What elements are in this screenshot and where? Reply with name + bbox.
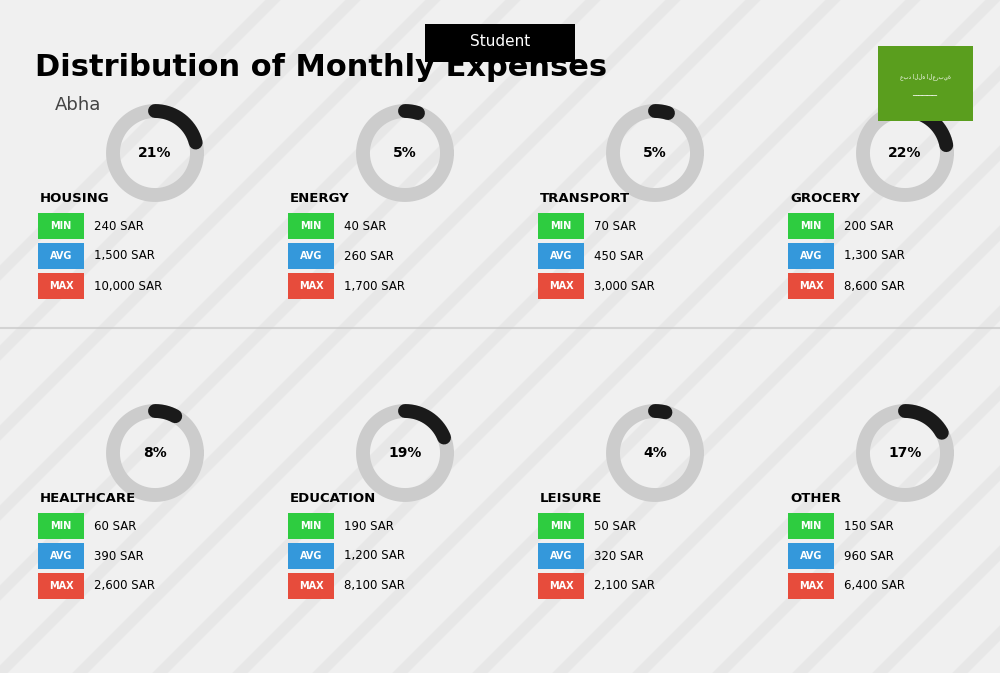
Text: 8,100 SAR: 8,100 SAR (344, 579, 405, 592)
Text: AVG: AVG (550, 551, 572, 561)
FancyBboxPatch shape (288, 213, 334, 239)
Text: 5%: 5% (393, 146, 417, 160)
FancyBboxPatch shape (788, 513, 834, 539)
FancyBboxPatch shape (38, 213, 84, 239)
FancyBboxPatch shape (788, 573, 834, 599)
FancyBboxPatch shape (788, 273, 834, 299)
FancyBboxPatch shape (878, 46, 972, 120)
Text: MAX: MAX (49, 281, 73, 291)
Text: 190 SAR: 190 SAR (344, 520, 394, 532)
Text: عبد الله العربية: عبد الله العربية (900, 73, 950, 80)
Text: 1,500 SAR: 1,500 SAR (94, 250, 155, 262)
Text: MAX: MAX (549, 581, 573, 591)
Text: 390 SAR: 390 SAR (94, 549, 144, 563)
Text: AVG: AVG (50, 251, 72, 261)
Text: MAX: MAX (549, 281, 573, 291)
Text: 200 SAR: 200 SAR (844, 219, 894, 232)
Text: MAX: MAX (299, 581, 323, 591)
Text: MIN: MIN (300, 221, 322, 231)
Text: MIN: MIN (550, 521, 572, 531)
Text: MAX: MAX (799, 281, 823, 291)
Text: ENERGY: ENERGY (290, 192, 350, 205)
Text: 450 SAR: 450 SAR (594, 250, 644, 262)
Text: 6,400 SAR: 6,400 SAR (844, 579, 905, 592)
Text: OTHER: OTHER (790, 491, 841, 505)
Text: 70 SAR: 70 SAR (594, 219, 636, 232)
Text: AVG: AVG (300, 551, 322, 561)
FancyBboxPatch shape (38, 243, 84, 269)
Text: Student: Student (470, 34, 530, 50)
Text: TRANSPORT: TRANSPORT (540, 192, 630, 205)
Text: 320 SAR: 320 SAR (594, 549, 644, 563)
Text: 40 SAR: 40 SAR (344, 219, 386, 232)
Text: 1,700 SAR: 1,700 SAR (344, 279, 405, 293)
FancyBboxPatch shape (425, 24, 575, 62)
FancyBboxPatch shape (788, 243, 834, 269)
Text: 1,200 SAR: 1,200 SAR (344, 549, 405, 563)
Text: GROCERY: GROCERY (790, 192, 860, 205)
FancyBboxPatch shape (288, 543, 334, 569)
FancyBboxPatch shape (288, 573, 334, 599)
Text: 150 SAR: 150 SAR (844, 520, 894, 532)
FancyBboxPatch shape (788, 213, 834, 239)
Text: EDUCATION: EDUCATION (290, 491, 376, 505)
Text: 1,300 SAR: 1,300 SAR (844, 250, 905, 262)
FancyBboxPatch shape (38, 573, 84, 599)
Text: Distribution of Monthly Expenses: Distribution of Monthly Expenses (35, 53, 607, 83)
Text: MIN: MIN (550, 221, 572, 231)
FancyBboxPatch shape (288, 243, 334, 269)
Text: 21%: 21% (138, 146, 172, 160)
Text: 17%: 17% (888, 446, 922, 460)
Text: 50 SAR: 50 SAR (594, 520, 636, 532)
Text: MIN: MIN (300, 521, 322, 531)
Text: MIN: MIN (50, 221, 72, 231)
Text: 2,100 SAR: 2,100 SAR (594, 579, 655, 592)
Text: AVG: AVG (550, 251, 572, 261)
FancyBboxPatch shape (538, 243, 584, 269)
Text: 60 SAR: 60 SAR (94, 520, 136, 532)
Text: 2,600 SAR: 2,600 SAR (94, 579, 155, 592)
FancyBboxPatch shape (288, 513, 334, 539)
Text: 8%: 8% (143, 446, 167, 460)
Text: Abha: Abha (55, 96, 101, 114)
Text: MIN: MIN (800, 521, 822, 531)
Text: HEALTHCARE: HEALTHCARE (40, 491, 136, 505)
Text: 8,600 SAR: 8,600 SAR (844, 279, 905, 293)
Text: ─────: ───── (912, 90, 938, 100)
Text: AVG: AVG (800, 551, 822, 561)
FancyBboxPatch shape (38, 273, 84, 299)
Text: MIN: MIN (50, 521, 72, 531)
Text: AVG: AVG (300, 251, 322, 261)
Text: 960 SAR: 960 SAR (844, 549, 894, 563)
FancyBboxPatch shape (38, 543, 84, 569)
Text: MIN: MIN (800, 221, 822, 231)
Text: AVG: AVG (800, 251, 822, 261)
FancyBboxPatch shape (288, 273, 334, 299)
FancyBboxPatch shape (538, 543, 584, 569)
Text: HOUSING: HOUSING (40, 192, 110, 205)
FancyBboxPatch shape (538, 513, 584, 539)
FancyBboxPatch shape (538, 213, 584, 239)
Text: LEISURE: LEISURE (540, 491, 602, 505)
Text: MAX: MAX (299, 281, 323, 291)
Text: 19%: 19% (388, 446, 422, 460)
Text: MAX: MAX (49, 581, 73, 591)
Text: AVG: AVG (50, 551, 72, 561)
Text: 10,000 SAR: 10,000 SAR (94, 279, 162, 293)
FancyBboxPatch shape (38, 513, 84, 539)
Text: 22%: 22% (888, 146, 922, 160)
FancyBboxPatch shape (788, 543, 834, 569)
FancyBboxPatch shape (538, 273, 584, 299)
FancyBboxPatch shape (538, 573, 584, 599)
Text: 240 SAR: 240 SAR (94, 219, 144, 232)
Text: MAX: MAX (799, 581, 823, 591)
Text: 260 SAR: 260 SAR (344, 250, 394, 262)
Text: 4%: 4% (643, 446, 667, 460)
Text: 5%: 5% (643, 146, 667, 160)
Text: 3,000 SAR: 3,000 SAR (594, 279, 655, 293)
